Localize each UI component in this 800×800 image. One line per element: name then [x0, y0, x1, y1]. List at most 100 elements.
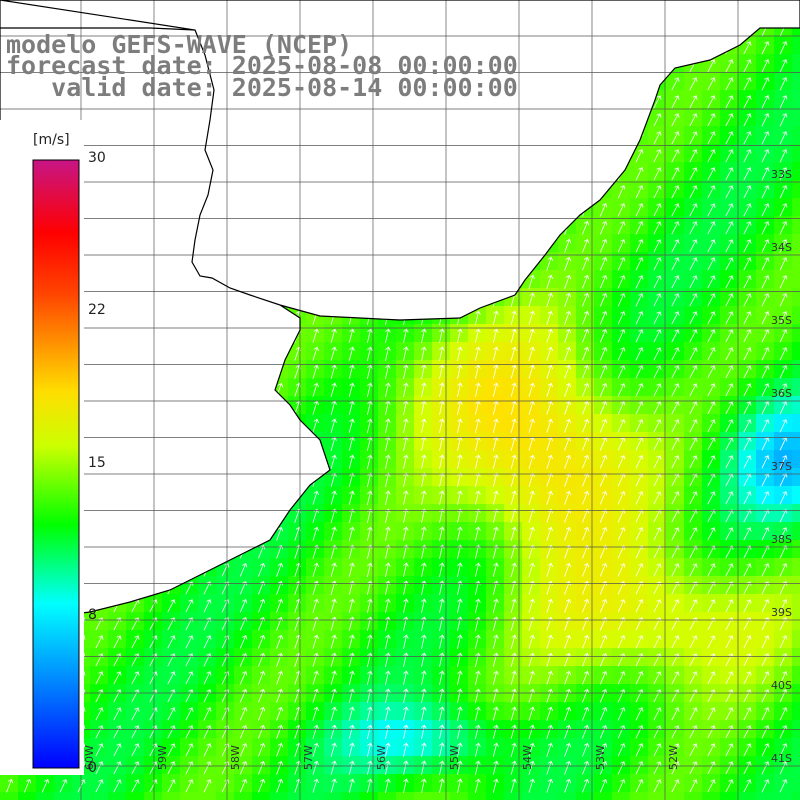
wind-arrow — [366, 328, 373, 343]
wind-arrow — [689, 779, 698, 793]
wind-arrow — [510, 634, 517, 649]
wind-arrow — [761, 203, 770, 217]
wind-arrow — [385, 364, 391, 379]
wind-arrow — [439, 670, 445, 685]
wind-arrow — [671, 635, 680, 649]
wind-arrow — [653, 185, 662, 199]
wind-arrow — [546, 634, 554, 649]
wind-arrow — [689, 365, 698, 379]
wind-arrow — [707, 167, 716, 181]
wind-arrow — [707, 95, 716, 109]
wind-arrow — [474, 634, 481, 649]
wind-arrow — [635, 707, 644, 721]
wind-arrow — [385, 346, 391, 361]
wind-arrow — [743, 419, 752, 433]
wind-arrow — [258, 652, 266, 667]
wind-arrow — [203, 725, 212, 739]
wind-arrow — [582, 472, 590, 487]
wind-arrow — [635, 563, 644, 577]
wind-arrow — [41, 779, 50, 793]
wind-arrow — [546, 274, 554, 289]
wind-arrow — [671, 221, 680, 235]
wind-arrow — [348, 706, 355, 721]
wind-arrow — [779, 671, 788, 685]
wind-arrow — [403, 742, 409, 757]
wind-arrow — [457, 382, 463, 397]
wind-arrow — [564, 454, 572, 469]
wind-arrow — [366, 688, 373, 703]
wind-arrow — [330, 706, 337, 721]
wind-arrow — [366, 778, 373, 793]
wind-arrow — [671, 491, 680, 505]
wind-arrow — [330, 652, 337, 667]
wind-arrow — [366, 490, 373, 505]
wind-arrow — [564, 328, 572, 343]
wind-arrow — [439, 688, 445, 703]
wind-arrow — [743, 149, 752, 163]
wind-arrow — [617, 671, 626, 685]
wind-arrow — [385, 778, 391, 793]
wind-arrow — [761, 275, 770, 289]
wind-arrow — [725, 401, 734, 415]
wind-arrow — [185, 725, 194, 739]
wind-arrow — [203, 599, 212, 613]
wind-arrow — [528, 364, 535, 379]
wind-arrow — [366, 472, 373, 487]
wind-arrow — [653, 455, 662, 469]
wind-arrow — [761, 221, 770, 235]
wind-arrow — [635, 779, 644, 793]
wind-arrow — [564, 310, 572, 325]
wind-arrow — [385, 418, 391, 433]
wind-arrow — [312, 652, 319, 667]
wind-arrow — [653, 419, 662, 433]
wind-arrow — [617, 257, 626, 271]
wind-arrow — [761, 383, 770, 397]
wind-arrow — [131, 671, 140, 685]
wind-arrow — [617, 689, 626, 703]
wind-arrow — [546, 670, 554, 685]
wind-arrow — [385, 472, 391, 487]
wind-arrow — [528, 598, 535, 613]
wind-arrow — [617, 347, 626, 361]
wind-arrow — [599, 292, 608, 307]
wind-arrow — [635, 401, 644, 415]
wind-arrow — [725, 185, 734, 199]
wind-arrow — [564, 562, 572, 577]
wind-arrow — [653, 563, 662, 577]
wind-arrow — [276, 562, 284, 577]
wind-arrow — [725, 167, 734, 181]
wind-arrow — [599, 760, 608, 775]
wind-arrow — [779, 239, 788, 253]
wind-arrow — [689, 635, 698, 649]
wind-arrow — [707, 131, 716, 145]
wind-arrow — [617, 527, 626, 541]
wind-arrow — [131, 635, 140, 649]
wind-arrow — [779, 563, 788, 577]
lat-label: 35S — [771, 314, 792, 327]
wind-arrow — [385, 760, 391, 775]
wind-arrow — [564, 418, 572, 433]
wind-arrow — [761, 671, 770, 685]
wind-arrow — [239, 707, 248, 721]
lon-label: 60W — [83, 745, 96, 770]
wind-arrow — [528, 454, 535, 469]
wind-arrow — [403, 724, 409, 739]
wind-arrow — [203, 635, 212, 649]
wind-arrow — [546, 526, 554, 541]
model-title: modelo GEFS-WAVE (NCEP) — [6, 30, 353, 59]
wind-arrow — [95, 689, 104, 703]
wind-arrow — [582, 382, 590, 397]
wind-arrow — [276, 778, 284, 793]
wind-arrow — [635, 329, 644, 343]
wind-arrow — [671, 527, 680, 541]
wind-arrow — [564, 634, 572, 649]
wind-arrow — [131, 689, 140, 703]
wind-arrow — [185, 689, 194, 703]
wind-arrow — [510, 490, 517, 505]
wind-arrow — [474, 310, 481, 325]
wind-arrow — [743, 365, 752, 379]
wind-arrow — [779, 347, 788, 361]
lat-label: 34S — [771, 241, 792, 254]
wind-arrow — [546, 652, 554, 667]
